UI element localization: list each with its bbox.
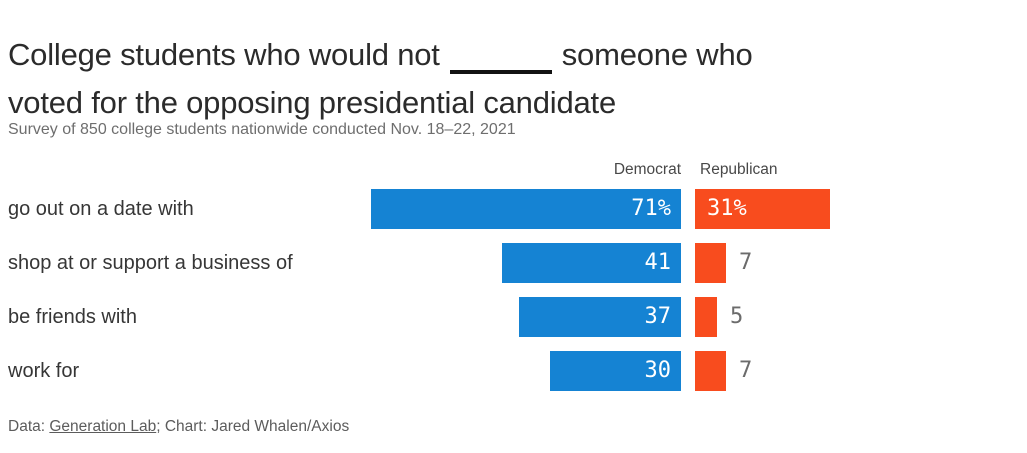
- category-label: shop at or support a business of: [8, 252, 293, 274]
- chart-title: College students who would not someone wh…: [8, 31, 753, 127]
- chart-credit: ; Chart: Jared Whalen/Axios: [156, 418, 350, 435]
- republican-bar: [695, 243, 726, 283]
- republican-bar-value: 5: [730, 304, 744, 329]
- title-line2: voted for the opposing presidential cand…: [8, 84, 616, 120]
- democrat-bar-value: 30: [644, 358, 672, 383]
- democrat-bar: 37: [519, 297, 681, 337]
- category-label: be friends with: [8, 306, 137, 328]
- source-credit-line: Data: Generation Lab; Chart: Jared Whale…: [8, 418, 349, 436]
- title-line1-end: someone who: [561, 36, 753, 72]
- bar-row: work for 30 7: [0, 351, 1027, 391]
- title-blank-underline: [449, 69, 552, 74]
- bar-row: go out on a date with 71% 31%: [0, 189, 1027, 229]
- democrat-bar-value: 41: [644, 250, 672, 275]
- democrat-bar: 71%: [371, 189, 681, 229]
- republican-bar: 31%: [695, 189, 830, 229]
- republican-bar-value: 7: [739, 250, 753, 275]
- data-prefix: Data:: [8, 418, 50, 435]
- democrat-bar: 41: [502, 243, 681, 283]
- democrat-bar-value: 37: [644, 304, 672, 329]
- chart-subtitle: Survey of 850 college students nationwid…: [8, 121, 516, 138]
- title-line1-start: College students who would not: [8, 36, 440, 72]
- republican-bar-value: 31%: [707, 196, 747, 221]
- democrat-bar: 30: [550, 351, 681, 391]
- bar-row: shop at or support a business of 41 7: [0, 243, 1027, 283]
- republican-bar: [695, 351, 726, 391]
- source-link[interactable]: Generation Lab: [49, 418, 157, 435]
- category-label: work for: [8, 360, 80, 382]
- category-label: go out on a date with: [8, 198, 194, 220]
- legend-democrat-label: Democrat: [613, 161, 681, 178]
- bar-row: be friends with 37 5: [0, 297, 1027, 337]
- republican-bar: [695, 297, 717, 337]
- republican-bar-value: 7: [739, 358, 753, 383]
- legend-republican-label: Republican: [700, 161, 778, 178]
- democrat-bar-value: 71%: [631, 196, 671, 221]
